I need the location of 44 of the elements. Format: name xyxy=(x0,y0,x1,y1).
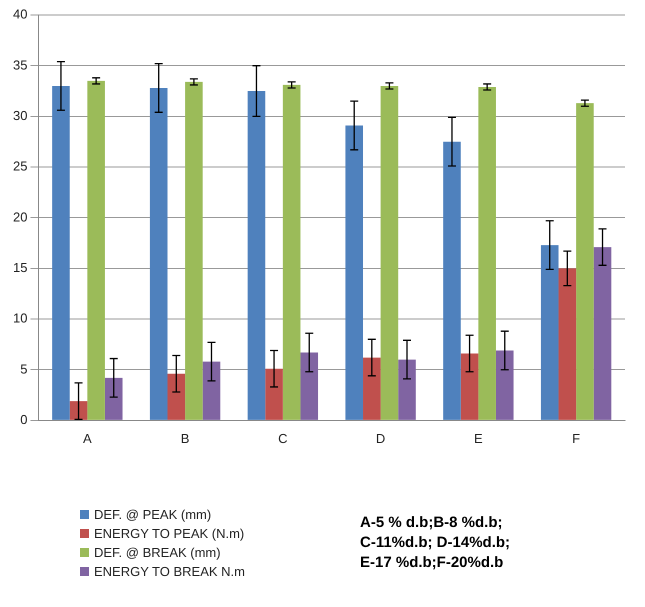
y-tick-label: 35 xyxy=(12,57,28,72)
legend-label: DEF. @ PEAK (mm) xyxy=(93,506,212,524)
bar xyxy=(87,80,105,420)
bar xyxy=(558,268,576,420)
x-tick-label: B xyxy=(180,430,190,446)
y-tick-label: 20 xyxy=(12,209,28,224)
bar xyxy=(202,362,220,420)
bar xyxy=(300,352,318,420)
bar xyxy=(460,354,478,420)
legend-label: ENERGY TO PEAK (N.m) xyxy=(93,525,246,543)
y-tick-label: 15 xyxy=(12,260,28,275)
legend-label: ENERGY TO BREAK N.m xyxy=(93,563,246,581)
bar xyxy=(185,82,203,420)
bar xyxy=(478,86,496,420)
y-tick-label: 0 xyxy=(20,412,28,427)
x-tick-label: C xyxy=(278,430,288,446)
bar xyxy=(380,86,398,420)
bar xyxy=(345,125,364,420)
y-tick-label: 40 xyxy=(12,6,28,22)
x-tick-label: F xyxy=(572,430,580,446)
y-tick-label: 10 xyxy=(12,310,28,326)
bar xyxy=(398,360,416,420)
y-tick-label: 25 xyxy=(12,158,28,174)
x-tick-label: A xyxy=(83,430,92,446)
bar xyxy=(168,374,186,420)
bar xyxy=(70,401,88,420)
bar xyxy=(576,103,594,420)
bar xyxy=(52,86,70,420)
bar xyxy=(594,247,612,420)
x-tick-label: E xyxy=(474,430,484,446)
y-tick-label: 5 xyxy=(20,361,28,376)
x-tick-label: D xyxy=(376,430,386,446)
bar xyxy=(248,91,266,420)
bar xyxy=(265,368,283,420)
bar xyxy=(150,88,168,420)
bar xyxy=(443,142,461,420)
bar xyxy=(363,358,381,420)
legend-label: DEF. @ BREAK (mm) xyxy=(93,544,222,562)
bar xyxy=(540,245,559,420)
text: A-5 % d.b;B-8 %d.b; C-11%d.b; D-14%d.b; E-17 %d.b;F-20%d.b xyxy=(360,513,510,573)
bar xyxy=(282,84,300,420)
bar xyxy=(496,350,514,420)
bar xyxy=(104,378,123,420)
y-tick-label: 30 xyxy=(12,108,28,123)
